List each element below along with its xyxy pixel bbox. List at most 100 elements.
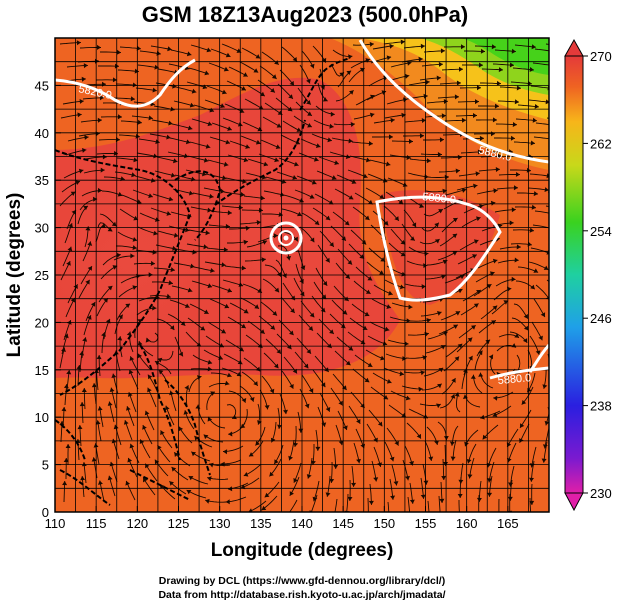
streamline-arrowhead <box>186 490 192 495</box>
streamline-arrowhead <box>116 252 121 258</box>
streamline-arrowhead <box>328 200 334 205</box>
colorbar-tick-label: 246 <box>590 311 612 326</box>
streamline-arrowhead <box>341 236 346 241</box>
height-contours <box>55 39 549 380</box>
streamline-arrowhead <box>81 76 86 82</box>
streamline <box>534 48 549 52</box>
streamline-arrowhead <box>344 220 350 226</box>
y-axis: 0 5 10 15 20 25 30 35 40 45 <box>35 78 61 520</box>
streamline-arrowhead <box>117 114 122 120</box>
streamline-arrowhead <box>87 266 92 271</box>
streamline-arrowhead <box>492 258 498 264</box>
y-axis-label: Latitude (degrees) <box>4 193 25 358</box>
streamline-arrowhead <box>243 72 248 77</box>
streamline-arrowhead <box>95 420 101 425</box>
streamline-arrowhead <box>552 49 556 54</box>
streamline-arrowhead <box>238 205 243 210</box>
streamline-arrowhead <box>239 108 245 113</box>
y-tick-label: 20 <box>35 315 49 330</box>
streamline-arrowhead <box>325 492 331 497</box>
streamline-arrowhead <box>550 518 555 522</box>
streamline-arrowhead <box>227 288 232 293</box>
streamline-arrowhead <box>389 456 395 462</box>
streamline-arrowhead <box>134 68 139 74</box>
streamline-arrowhead <box>426 158 431 164</box>
streamline-arrowhead <box>492 412 498 417</box>
streamline-arrowhead <box>220 103 225 108</box>
streamline-arrowhead <box>419 133 424 139</box>
streamline-arrowhead <box>493 395 498 401</box>
streamline-arrowhead <box>97 406 103 411</box>
streamline-arrowhead <box>531 204 536 210</box>
streamline-arrowhead <box>93 196 98 202</box>
streamline-arrowhead <box>209 462 214 468</box>
streamline-arrowhead <box>273 233 278 239</box>
colorbar-tick-label: 254 <box>590 224 612 239</box>
streamline-arrowhead <box>68 223 73 228</box>
streamline-arrowhead <box>203 157 209 163</box>
streamline-arrowhead <box>283 409 288 415</box>
streamline-arrowhead <box>274 60 279 65</box>
streamline-arrowhead <box>205 230 210 236</box>
streamline-arrowhead <box>514 99 519 105</box>
streamline-arrowhead <box>170 267 175 273</box>
streamline-arrowhead <box>300 265 306 270</box>
streamline-arrowhead <box>160 430 165 436</box>
streamline-arrowhead <box>249 452 254 457</box>
streamline-arrowhead <box>330 111 335 117</box>
streamline-arrowhead <box>457 288 463 294</box>
streamline-arrowhead <box>379 194 384 199</box>
streamline <box>289 499 298 512</box>
streamline-arrowhead <box>156 50 161 56</box>
streamline-arrowhead <box>509 220 514 226</box>
streamline-arrowhead <box>402 356 407 361</box>
x-tick-label: 155 <box>415 516 437 531</box>
contour-closed-cell <box>269 221 303 255</box>
streamline-arrowhead <box>553 123 557 128</box>
streamline-arrowhead <box>443 462 449 466</box>
streamline-arrowhead <box>442 188 447 194</box>
streamline-arrowhead <box>207 476 212 482</box>
streamline-arrowhead <box>558 331 563 336</box>
streamline-arrowhead <box>388 290 393 296</box>
streamline-arrowhead <box>365 289 371 294</box>
streamline-arrowhead <box>331 175 337 180</box>
y-tick-label: 45 <box>35 78 49 93</box>
streamline-arrowhead <box>385 161 391 167</box>
streamline-arrowhead <box>63 333 69 339</box>
streamline-arrowhead <box>207 283 213 289</box>
streamline-arrowhead <box>389 134 393 140</box>
streamline-arrowhead <box>80 476 86 481</box>
colorbar-tick-label: 230 <box>590 486 612 501</box>
streamline-arrowhead <box>223 66 229 72</box>
streamline-arrowhead <box>97 187 102 193</box>
streamline-arrowhead <box>456 80 461 86</box>
streamline-arrowhead <box>71 210 76 215</box>
streamline-arrowhead <box>87 241 93 246</box>
streamline-arrowhead <box>437 152 442 157</box>
streamline-arrowhead <box>227 210 232 216</box>
x-tick-label: 160 <box>456 516 478 531</box>
streamline-arrowhead <box>83 205 88 211</box>
streamline-arrowhead <box>452 251 458 256</box>
streamline-arrowhead <box>550 63 554 68</box>
streamline-arrowhead <box>454 94 459 100</box>
contour-5880-east-cell <box>375 195 502 302</box>
streamline-arrowhead <box>289 384 294 389</box>
streamline-arrowhead <box>172 245 177 251</box>
streamline-arrowhead <box>541 458 547 463</box>
streamline-arrowhead <box>261 505 267 511</box>
streamline-arrowhead <box>320 307 326 313</box>
x-tick-label: 120 <box>126 516 148 531</box>
streamline-arrowhead <box>542 384 548 389</box>
streamline-arrowhead <box>393 481 399 486</box>
streamline-arrowhead <box>129 443 135 449</box>
x-tick-label: 125 <box>168 516 190 531</box>
plot-area: 5820.0 5880.0 5880.0 5880.0 <box>55 38 563 522</box>
streamline-arrowhead <box>77 112 82 118</box>
streamline-arrowhead <box>107 227 113 232</box>
streamline-arrowhead <box>186 51 192 57</box>
streamline-arrowhead <box>356 458 361 464</box>
streamline-arrowhead <box>225 52 231 58</box>
streamline-arrowhead <box>477 85 481 91</box>
